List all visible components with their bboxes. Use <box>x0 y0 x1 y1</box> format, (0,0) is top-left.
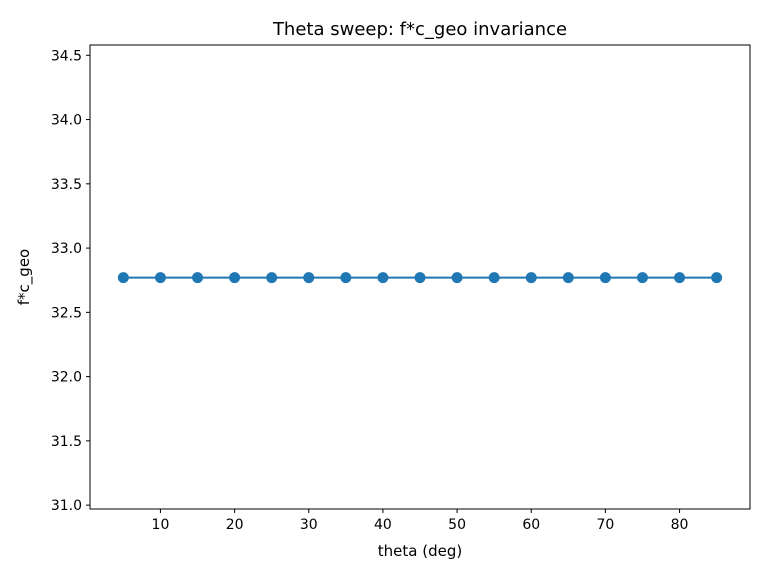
data-point <box>377 272 389 284</box>
data-point <box>414 272 426 284</box>
ticks-layer: 10 20 30 40 50 60 70 80 31.0 31.5 32.0 32.5 33.0 33.5… <box>51 48 689 533</box>
y-tick-label: 31.0 <box>51 498 82 514</box>
data-point <box>340 272 352 284</box>
data-point <box>488 272 500 284</box>
y-tick-label: 33.5 <box>51 177 82 193</box>
y-tick-label: 31.5 <box>51 434 82 450</box>
data-point <box>266 272 278 284</box>
x-axis-label: theta (deg) <box>378 542 462 560</box>
plot-frame <box>89 44 751 510</box>
data-point <box>636 272 648 284</box>
x-tick-label: 80 <box>671 517 689 533</box>
data-point <box>117 272 129 284</box>
data-point <box>154 272 166 284</box>
x-tick-label: 10 <box>152 517 170 533</box>
data-point <box>599 272 611 284</box>
data-point <box>525 272 537 284</box>
y-tick-label: 33.0 <box>51 241 82 257</box>
chart-title: Theta sweep: f*c_geo invariance <box>272 19 567 40</box>
data-point <box>711 272 723 284</box>
x-tick-label: 70 <box>596 517 614 533</box>
data-point <box>451 272 463 284</box>
data-point <box>562 272 574 284</box>
data-point <box>192 272 204 284</box>
y-tick-label: 32.0 <box>51 370 82 386</box>
y-tick-label: 32.5 <box>51 305 82 321</box>
x-tick-label: 30 <box>300 517 318 533</box>
x-tick-label: 40 <box>374 517 392 533</box>
y-tick-label: 34.5 <box>51 48 82 64</box>
y-axis-label: f*c_geo <box>15 249 34 305</box>
x-tick-label: 20 <box>226 517 244 533</box>
data-point <box>674 272 686 284</box>
x-tick-label: 50 <box>448 517 466 533</box>
data-point <box>229 272 241 284</box>
x-tick-label: 60 <box>522 517 540 533</box>
y-tick-label: 34.0 <box>51 113 82 129</box>
series-layer <box>117 272 723 284</box>
data-point <box>303 272 315 284</box>
